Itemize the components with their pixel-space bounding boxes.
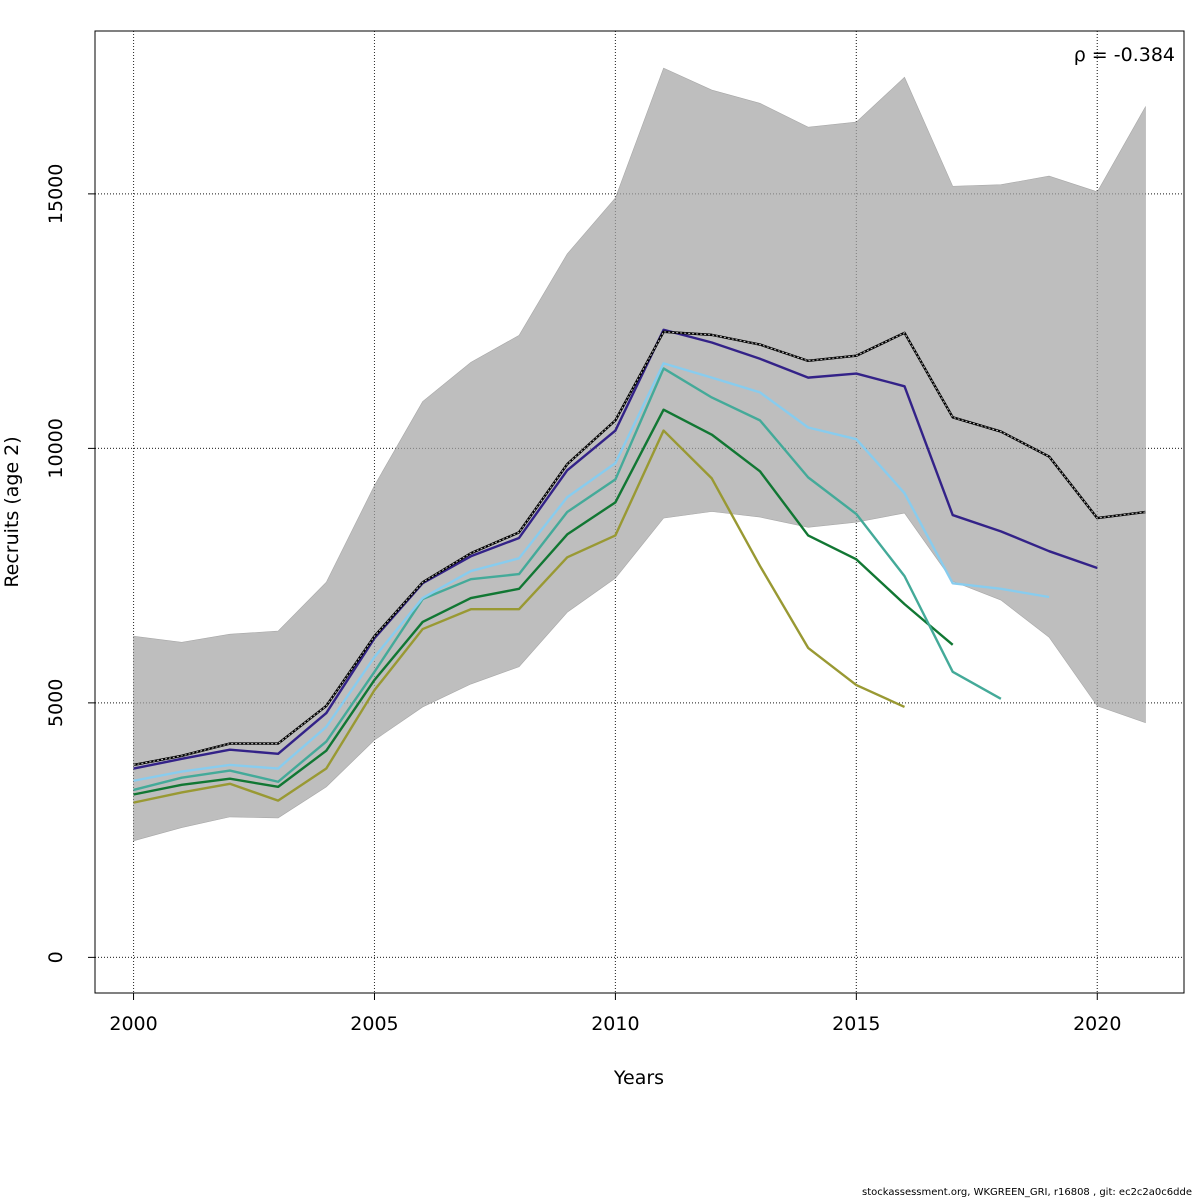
series-line-peel1	[133, 328, 1098, 770]
series-line-peel3	[133, 367, 1002, 792]
y-tick-label: 0	[45, 951, 67, 963]
y-tick-label: 10000	[45, 418, 67, 478]
x-tick-label: 2010	[591, 1013, 639, 1035]
y-tick-label: 15000	[45, 164, 67, 224]
x-axis: 2000 2005 2010 2015 2020	[109, 992, 1121, 1035]
footer-credit: stockassessment.org, WKGREEN_GRI, r16808…	[862, 1187, 1192, 1198]
rho-annotation: ρ = -0.384	[1074, 44, 1175, 66]
series-line-peel4	[133, 408, 954, 796]
x-tick-label: 2005	[350, 1013, 398, 1035]
grid-overlay	[95, 31, 1184, 993]
x-tick-label: 2000	[109, 1013, 157, 1035]
series-layer	[133, 328, 1146, 804]
y-axis-title: Recruits (age 2)	[1, 436, 23, 587]
y-tick-label: 5000	[45, 679, 67, 727]
x-tick-label: 2020	[1073, 1013, 1121, 1035]
series-line-peel5	[133, 429, 906, 804]
series-line-full-dash	[133, 331, 1146, 766]
series-line-peel2	[133, 362, 1050, 782]
x-tick-label: 2015	[832, 1013, 880, 1035]
x-axis-title: Years	[613, 1067, 664, 1089]
y-axis: 0 5000 10000 15000	[45, 164, 96, 963]
